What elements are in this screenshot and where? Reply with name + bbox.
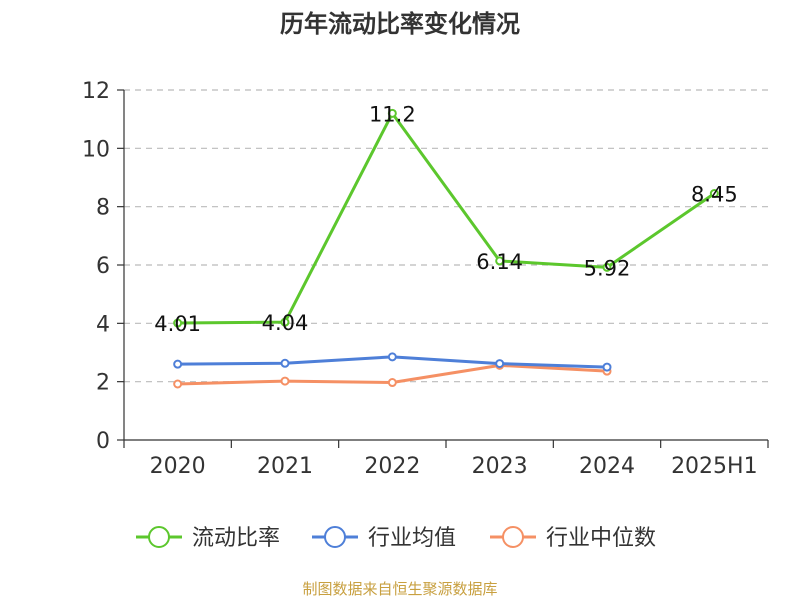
y-tick-label: 12 <box>82 79 110 104</box>
data-label: 6.14 <box>476 250 523 274</box>
data-point <box>495 359 505 369</box>
data-point <box>173 318 183 328</box>
y-tick-label: 2 <box>96 371 110 396</box>
data-point <box>495 256 505 266</box>
legend-item[interactable]: 行业中位数 <box>490 526 656 551</box>
data-labels: 4.01 4.04 11.2 6.14 5.92 8.45 <box>154 102 737 336</box>
gridlines <box>124 89 768 383</box>
legend-label: 行业中位数 <box>546 526 656 551</box>
y-tick-label: 0 <box>96 429 110 454</box>
data-label: 5.92 <box>584 256 631 280</box>
axes: 0 2 4 6 8 10 12 2020 2021 2022 2023 2024 2025H1 <box>82 79 769 479</box>
data-point <box>709 189 719 199</box>
data-label: 4.04 <box>262 311 309 335</box>
legend-swatch-marker <box>502 526 524 548</box>
data-label: 8.45 <box>691 183 738 207</box>
chart-title: 历年流动比率变化情况 <box>280 10 520 38</box>
data-point <box>280 358 290 368</box>
series-line <box>177 111 716 325</box>
y-tick-label: 4 <box>96 312 110 337</box>
data-label: 11.2 <box>369 102 416 126</box>
data-point <box>387 352 397 362</box>
legend-swatch-marker <box>324 526 346 548</box>
x-tick-label: 2023 <box>472 454 528 479</box>
x-tick-label: 2024 <box>579 454 635 479</box>
legend[interactable]: 流动比率 行业均值 行业中位数 <box>136 526 656 551</box>
series-lines <box>173 108 719 389</box>
data-point <box>173 379 183 389</box>
source-note: 制图数据来自恒生聚源数据库 <box>302 580 498 598</box>
legend-item[interactable]: 行业均值 <box>312 526 456 551</box>
legend-label: 流动比率 <box>192 526 280 551</box>
data-point <box>280 376 290 386</box>
data-label: 4.01 <box>154 312 201 336</box>
x-tick-label: 2021 <box>257 454 313 479</box>
x-tick-label: 2025H1 <box>671 454 758 479</box>
data-point <box>280 317 290 327</box>
legend-item[interactable]: 流动比率 <box>136 526 280 551</box>
y-tick-label: 8 <box>96 196 110 221</box>
data-point <box>173 359 183 369</box>
data-point <box>602 362 612 372</box>
legend-swatch-marker <box>148 526 170 548</box>
data-point <box>387 378 397 388</box>
y-tick-label: 6 <box>96 254 110 279</box>
legend-label: 行业均值 <box>368 526 456 551</box>
y-tick-label: 10 <box>82 137 110 162</box>
x-tick-label: 2022 <box>364 454 420 479</box>
x-tick-label: 2020 <box>150 454 206 479</box>
data-point <box>602 262 612 272</box>
data-point <box>387 108 397 118</box>
